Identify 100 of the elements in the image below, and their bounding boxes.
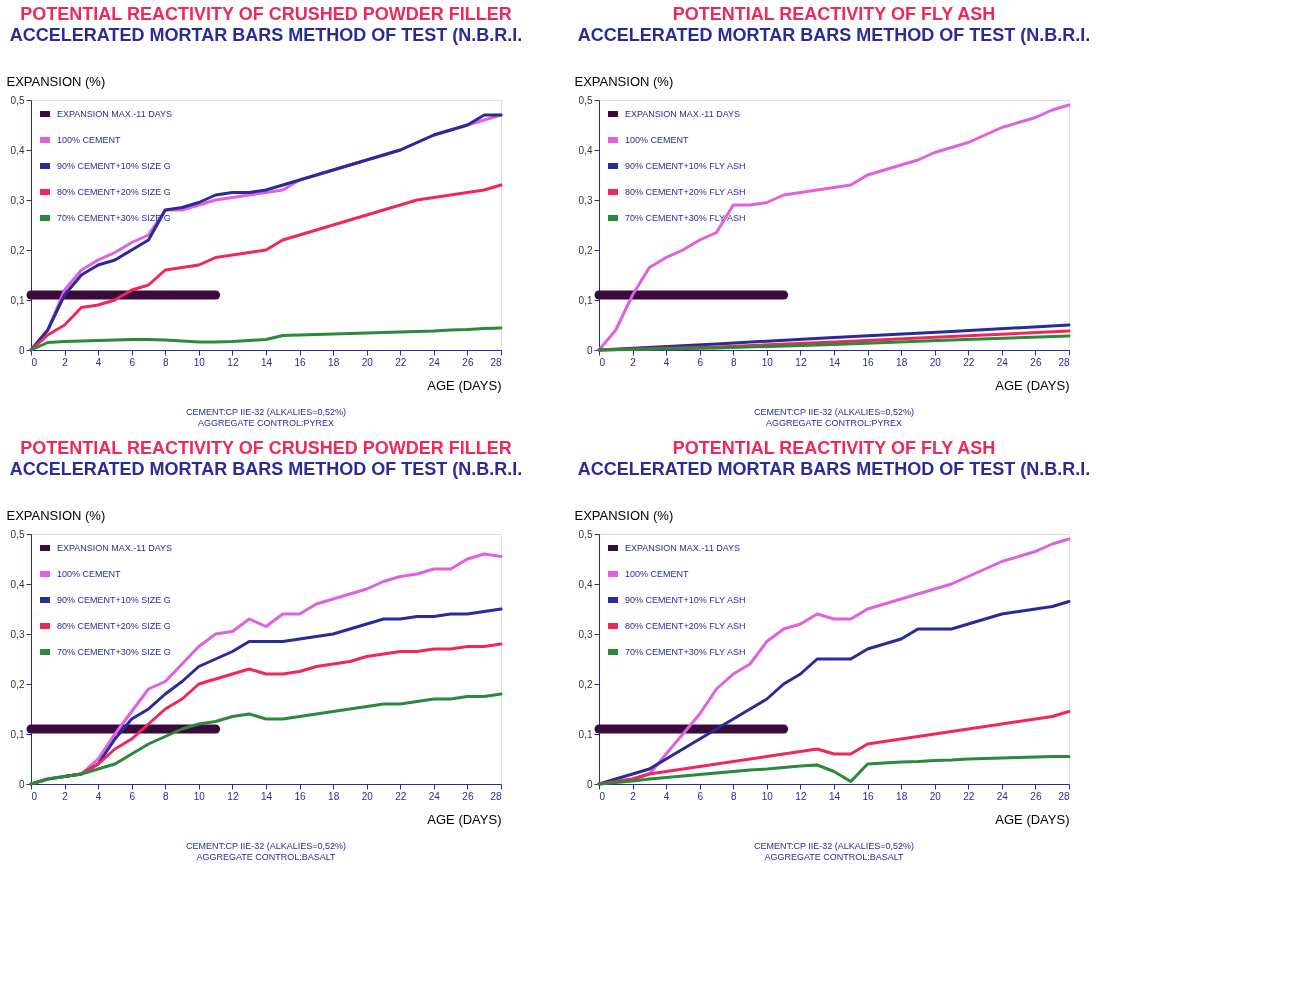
x-tick-label: 20 (361, 790, 374, 802)
text: AGGREGATE CONTROL:BASALT (196, 852, 337, 862)
x-tick-label: 20 (929, 356, 942, 368)
x-tick-label: 18 (328, 790, 340, 802)
x-tick-label: 24 (428, 356, 441, 368)
x-tick-label: 2 (62, 790, 69, 802)
x-tick-label: 0 (599, 356, 606, 368)
y-tick-label: 0,2 (578, 678, 593, 690)
y-axis-title: EXPANSION (%) (574, 73, 674, 89)
y-axis-title: EXPANSION (%) (574, 507, 674, 523)
x-tick-label: 16 (294, 356, 307, 368)
legend-label: 100% CEMENT (625, 135, 690, 145)
y-tick-label: 0,4 (578, 578, 593, 590)
legend-label: 100% CEMENT (57, 569, 122, 579)
legend-label: 80% CEMENT+20% SIZE G (57, 187, 171, 197)
chart-subtitle: ACCELERATED MORTAR BARS METHOD OF TEST (N.B.R.I. (577, 459, 1091, 479)
chart-subtitle: ACCELERATED MORTAR BARS METHOD OF TEST (N.B.R.I. (577, 25, 1091, 45)
legend-label: 90% CEMENT+10% FLY ASH (625, 595, 746, 605)
x-axis-title: AGE (DAYS) (427, 811, 502, 827)
chart-title: POTENTIAL REACTIVITY OF CRUSHED POWDER FILLER (20, 438, 512, 458)
x-tick-label: 2 (630, 790, 637, 802)
y-tick-label: 0,5 (10, 94, 25, 106)
y-tick-label: 0,4 (10, 144, 25, 156)
y-tick-label: 0,2 (10, 244, 25, 256)
legend-label: EXPANSION MAX.-11 DAYS (625, 109, 741, 119)
legend-label: EXPANSION MAX.-11 DAYS (57, 109, 173, 119)
chart-title: POTENTIAL REACTIVITY OF FLY ASH (672, 438, 996, 458)
text: AGGREGATE CONTROL:PYREX (198, 418, 334, 428)
text: CEMENT:CP IIE-32 (ALKALIES=0,52%) (185, 841, 347, 851)
x-tick-label: 24 (996, 356, 1009, 368)
legend-label: 80% CEMENT+20% FLY ASH (625, 621, 746, 631)
text: CEMENT:CP IIE-32 (ALKALIES=0,52%) (753, 407, 915, 417)
y-tick-label: 0 (18, 778, 25, 790)
x-tick-label: 8 (731, 356, 737, 368)
x-tick-label: 26 (1030, 790, 1042, 802)
x-tick-label: 6 (129, 356, 136, 368)
text: CEMENT:CP IIE-32 (ALKALIES=0,52%) (753, 841, 915, 851)
chart-subtitle: ACCELERATED MORTAR BARS METHOD OF TEST (N.B.R.I. (9, 459, 523, 479)
y-tick-label: 0 (586, 344, 593, 356)
legend-label: 100% CEMENT (625, 569, 690, 579)
x-tick-label: 6 (697, 356, 704, 368)
x-tick-label: 24 (996, 790, 1009, 802)
y-tick-label: 0,1 (578, 728, 593, 740)
x-tick-label: 0 (599, 790, 606, 802)
chart-title: POTENTIAL REACTIVITY OF FLY ASH (672, 4, 996, 24)
y-axis-title: EXPANSION (%) (6, 73, 106, 89)
x-tick-label: 26 (462, 790, 474, 802)
x-tick-label: 2 (630, 356, 637, 368)
x-tick-label: 10 (761, 790, 774, 802)
x-tick-label: 14 (260, 790, 273, 802)
y-tick-label: 0,2 (578, 244, 593, 256)
y-tick-label: 0,2 (10, 678, 25, 690)
y-tick-label: 0,1 (10, 728, 25, 740)
x-tick-label: 18 (896, 790, 908, 802)
x-tick-label: 18 (328, 356, 340, 368)
text: AGGREGATE CONTROL:BASALT (764, 852, 905, 862)
y-tick-label: 0,3 (578, 194, 593, 206)
x-tick-label: 6 (129, 790, 136, 802)
x-tick-label: 10 (193, 356, 206, 368)
chart-title: POTENTIAL REACTIVITY OF CRUSHED POWDER FILLER (20, 4, 512, 24)
legend-label: 70% CEMENT+30% FLY ASH (625, 213, 746, 223)
x-tick-label: 14 (828, 356, 841, 368)
y-tick-label: 0,3 (10, 194, 25, 206)
chart-subtitle: ACCELERATED MORTAR BARS METHOD OF TEST (N.B.R.I. (9, 25, 523, 45)
x-tick-label: 24 (428, 790, 441, 802)
x-tick-label: 12 (795, 790, 807, 802)
legend-label: EXPANSION MAX.-11 DAYS (57, 543, 173, 553)
x-tick-label: 26 (1030, 356, 1042, 368)
x-tick-label: 4 (95, 356, 102, 368)
y-axis-title: EXPANSION (%) (6, 507, 106, 523)
x-tick-label: 2 (62, 356, 69, 368)
y-tick-label: 0,5 (10, 528, 25, 540)
legend-label: 80% CEMENT+20% SIZE G (57, 621, 171, 631)
x-tick-label: 16 (862, 356, 875, 368)
x-tick-label: 20 (929, 790, 942, 802)
x-tick-label: 4 (663, 790, 670, 802)
legend-label: 80% CEMENT+20% FLY ASH (625, 187, 746, 197)
x-tick-label: 12 (227, 790, 239, 802)
x-tick-label: 12 (227, 356, 239, 368)
x-tick-label: 8 (731, 790, 737, 802)
x-tick-label: 22 (963, 356, 975, 368)
x-tick-label: 0 (31, 790, 38, 802)
x-tick-label: 28 (490, 356, 502, 368)
legend-label: 90% CEMENT+10% FLY ASH (625, 161, 746, 171)
x-tick-label: 10 (761, 356, 774, 368)
y-tick-label: 0,4 (578, 144, 593, 156)
legend-label: 90% CEMENT+10% SIZE G (57, 161, 171, 171)
legend-label: 90% CEMENT+10% SIZE G (57, 595, 171, 605)
legend-label: 100% CEMENT (57, 135, 122, 145)
x-axis-title: AGE (DAYS) (995, 377, 1070, 393)
text: AGGREGATE CONTROL:PYREX (766, 418, 902, 428)
x-tick-label: 8 (163, 790, 169, 802)
x-tick-label: 14 (260, 356, 273, 368)
y-tick-label: 0,3 (578, 628, 593, 640)
y-tick-label: 0,5 (578, 94, 593, 106)
x-tick-label: 4 (95, 790, 102, 802)
x-tick-label: 28 (490, 790, 502, 802)
y-tick-label: 0 (18, 344, 25, 356)
x-axis-title: AGE (DAYS) (995, 811, 1070, 827)
y-tick-label: 0,4 (10, 578, 25, 590)
